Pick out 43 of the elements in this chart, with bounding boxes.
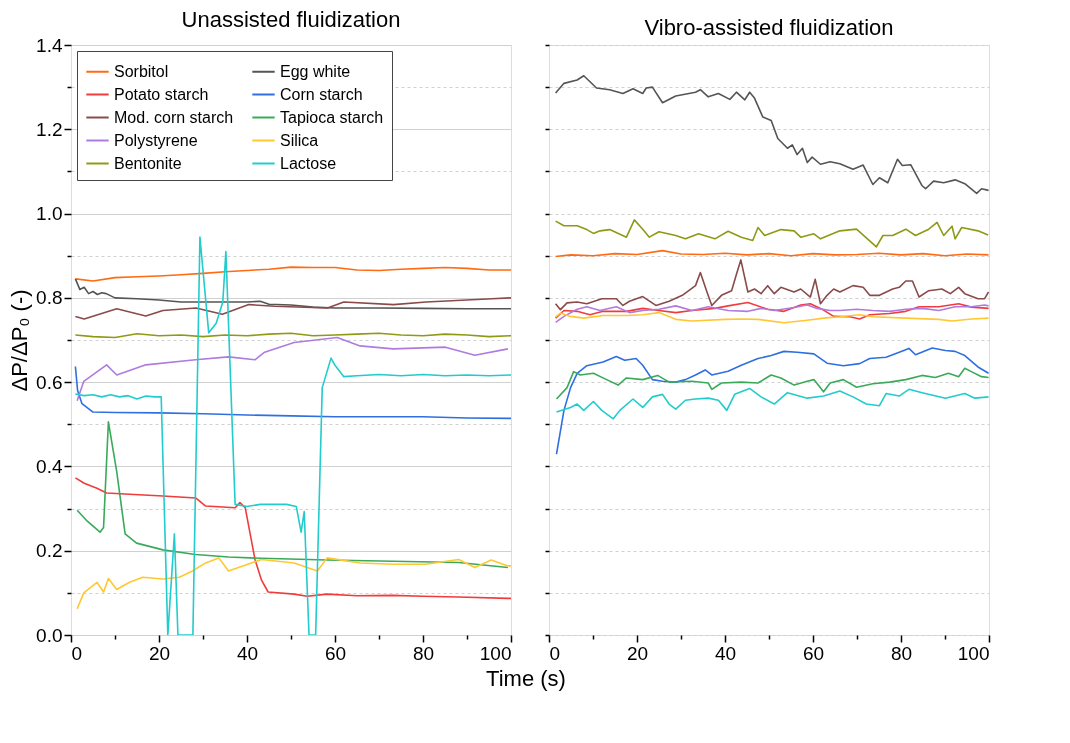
legend-label: Bentonite	[114, 154, 182, 172]
legend-label: Silica	[280, 131, 319, 149]
y-tick-label: 0.6	[36, 371, 63, 393]
x-tick-label: 100	[957, 642, 990, 664]
legend-label: Corn starch	[280, 85, 363, 103]
y-tick-label: 0.0	[36, 624, 63, 646]
y-tick-label: 1.4	[36, 34, 63, 56]
x-tick-label: 80	[890, 642, 913, 664]
legend-label: Lactose	[280, 154, 337, 172]
y-axis-title: ΔP/ΔP₀ (-)	[7, 289, 33, 392]
line-series	[74, 236, 511, 635]
legend-label: Potato starch	[114, 85, 209, 103]
x-axis-title: Time (s)	[486, 666, 566, 691]
y-tick-label: 0.8	[36, 287, 63, 309]
x-tick-label: 20	[626, 642, 649, 664]
line-series	[76, 420, 509, 569]
chart-title: Unassisted fluidization	[181, 7, 401, 32]
x-tick-label: 60	[802, 642, 825, 664]
legend-label: Mod. corn starch	[114, 108, 234, 126]
y-tick-label: 1.0	[36, 203, 63, 225]
x-tick-label: 80	[412, 642, 435, 664]
x-tick-label: 0	[71, 642, 83, 664]
x-tick-label: 40	[714, 642, 737, 664]
x-tick-label: 100	[479, 642, 512, 664]
legend-label: Egg white	[280, 62, 351, 80]
line-series	[76, 336, 509, 402]
line-series	[74, 365, 511, 420]
y-tick-label: 0.4	[36, 455, 63, 477]
line-series	[74, 297, 511, 320]
legend-label: Sorbitol	[114, 62, 169, 80]
line-series	[74, 266, 511, 282]
x-tick-label: 0	[549, 642, 561, 664]
y-tick-label: 1.2	[36, 118, 63, 140]
legend-label: Tapioca starch	[280, 108, 384, 126]
x-tick-label: 60	[324, 642, 347, 664]
chart-title: Vibro-assisted fluidization	[644, 15, 894, 41]
line-series	[74, 477, 511, 600]
x-tick-label: 20	[148, 642, 171, 664]
legend-label: Polystyrene	[114, 131, 198, 149]
line-series	[74, 278, 511, 310]
x-tick-label: 40	[236, 642, 259, 664]
y-tick-label: 0.2	[36, 540, 63, 562]
line-series	[76, 557, 511, 610]
